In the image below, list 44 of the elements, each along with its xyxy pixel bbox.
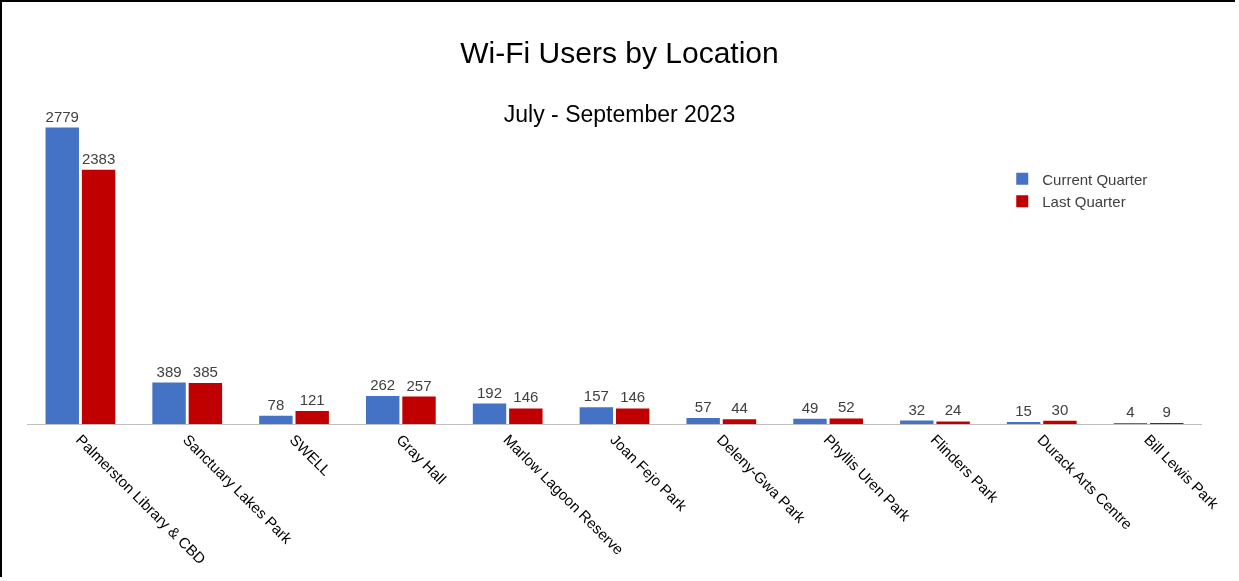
- data-label: 385: [192, 362, 218, 380]
- bar: [259, 415, 293, 424]
- data-label: 49: [801, 398, 819, 416]
- bar: [509, 408, 543, 424]
- data-label: 157: [583, 387, 609, 405]
- bar: [366, 396, 400, 424]
- data-label: 257: [406, 376, 432, 394]
- bar: [829, 418, 863, 424]
- chart-subtitle: July - September 2023: [503, 101, 736, 128]
- bar: [936, 421, 970, 424]
- data-label: 32: [908, 400, 926, 418]
- data-label: 121: [299, 391, 325, 409]
- data-label: 192: [477, 383, 503, 401]
- data-label: 44: [731, 399, 748, 417]
- chart-title: Wi-Fi Users by Location: [460, 36, 779, 70]
- bar: [793, 418, 827, 424]
- data-label: 78: [267, 395, 285, 413]
- data-label: 9: [1162, 403, 1171, 420]
- bar: [81, 169, 116, 424]
- data-label: 146: [513, 388, 539, 406]
- bar: [45, 127, 79, 424]
- data-label: 389: [156, 362, 182, 380]
- data-label: 2383: [81, 149, 116, 167]
- data-label: 15: [1015, 402, 1032, 419]
- bar: [615, 408, 650, 424]
- bar: [472, 403, 507, 424]
- data-label: 146: [620, 388, 646, 406]
- data-label: 4: [1126, 403, 1135, 420]
- bar: [579, 407, 614, 424]
- legend-label: Last Quarter: [1042, 193, 1126, 211]
- data-label: 30: [1051, 400, 1069, 418]
- data-label: 2779: [45, 107, 79, 125]
- bar: [1043, 420, 1077, 424]
- data-label: 57: [694, 397, 712, 415]
- legend-label: Current Quarter: [1042, 170, 1148, 188]
- data-label: 262: [370, 376, 396, 394]
- bar: [686, 417, 720, 424]
- data-label: 52: [837, 398, 855, 416]
- bar: [722, 419, 757, 424]
- bar: [295, 411, 329, 424]
- bar: [402, 396, 436, 424]
- bar: [188, 382, 223, 424]
- bar: [152, 382, 186, 424]
- data-label: 24: [944, 401, 962, 419]
